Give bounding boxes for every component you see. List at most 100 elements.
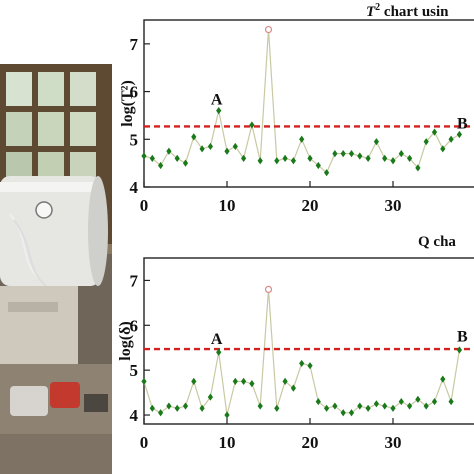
data-point bbox=[207, 393, 213, 401]
series-line bbox=[143, 289, 460, 416]
data-point bbox=[440, 375, 446, 383]
data-point bbox=[232, 377, 238, 385]
data-point bbox=[299, 359, 305, 368]
plot-frame bbox=[143, 19, 474, 188]
y-tick-label: 5 bbox=[130, 361, 139, 380]
data-point bbox=[373, 138, 379, 146]
data-point bbox=[365, 404, 371, 412]
annotation-b: B bbox=[457, 329, 468, 346]
y-axis-label: log(δ) bbox=[117, 321, 134, 360]
data-point bbox=[357, 152, 363, 160]
data-point bbox=[299, 135, 305, 143]
data-point bbox=[282, 154, 288, 162]
data-point bbox=[232, 142, 238, 151]
data-point bbox=[348, 150, 355, 158]
data-point bbox=[340, 409, 346, 417]
data-point bbox=[332, 402, 338, 410]
data-point bbox=[307, 154, 313, 162]
data-point bbox=[423, 402, 429, 410]
data-point bbox=[407, 402, 413, 410]
x-tick-label: 10 bbox=[219, 433, 236, 452]
data-point bbox=[332, 150, 338, 158]
data-point bbox=[191, 133, 197, 141]
outlier-point bbox=[264, 25, 273, 34]
y-tick-label: 5 bbox=[130, 130, 139, 149]
data-point bbox=[199, 145, 205, 153]
data-point bbox=[448, 397, 454, 406]
data-point bbox=[158, 161, 164, 170]
y-tick-label: 4 bbox=[130, 406, 139, 425]
annotation-a: A bbox=[211, 92, 223, 109]
data-point bbox=[191, 377, 197, 385]
data-point bbox=[158, 409, 164, 417]
data-point bbox=[415, 395, 421, 403]
y-tick-label: 6 bbox=[130, 83, 139, 102]
data-point bbox=[315, 161, 321, 170]
equipment-photo bbox=[0, 64, 112, 474]
x-tick-label: 30 bbox=[385, 196, 402, 215]
data-point bbox=[398, 397, 404, 406]
data-point bbox=[216, 107, 222, 115]
plot-frame bbox=[143, 257, 474, 425]
data-point bbox=[224, 411, 230, 419]
data-point bbox=[249, 121, 255, 129]
data-point bbox=[431, 397, 438, 406]
outlier-point bbox=[264, 285, 273, 294]
data-point bbox=[357, 402, 363, 410]
data-point bbox=[382, 402, 388, 410]
data-point bbox=[390, 404, 396, 412]
data-point bbox=[174, 154, 180, 162]
data-point bbox=[141, 377, 147, 385]
data-point bbox=[348, 409, 355, 417]
data-point bbox=[365, 154, 371, 162]
data-point bbox=[149, 404, 155, 412]
y-tick-label: 7 bbox=[130, 271, 139, 290]
x-tick-label: 0 bbox=[140, 196, 149, 215]
data-point bbox=[274, 157, 280, 165]
y-tick-label: 4 bbox=[130, 178, 139, 197]
y-tick-label: 6 bbox=[130, 316, 139, 335]
x-tick-label: 10 bbox=[219, 196, 236, 215]
data-point bbox=[249, 380, 255, 388]
data-point bbox=[440, 145, 446, 153]
data-point bbox=[290, 384, 296, 392]
data-point bbox=[431, 128, 438, 136]
data-point bbox=[373, 400, 379, 408]
data-point bbox=[207, 142, 213, 151]
annotation-a: A bbox=[211, 331, 223, 348]
data-point bbox=[456, 130, 462, 139]
data-point bbox=[257, 402, 263, 410]
data-point bbox=[340, 150, 346, 158]
data-point bbox=[257, 157, 263, 165]
data-point bbox=[149, 154, 155, 162]
data-point bbox=[448, 135, 454, 143]
data-point bbox=[274, 404, 280, 412]
data-point bbox=[182, 402, 189, 410]
y-tick-label: 7 bbox=[130, 35, 139, 54]
annotation-b: B bbox=[457, 116, 468, 133]
data-point bbox=[216, 348, 222, 356]
x-tick-label: 30 bbox=[385, 433, 402, 452]
data-point bbox=[390, 157, 396, 165]
x-tick-label: 0 bbox=[140, 433, 149, 452]
data-point bbox=[141, 152, 147, 160]
x-tick-label: 20 bbox=[302, 196, 319, 215]
data-point bbox=[382, 154, 388, 162]
data-point bbox=[456, 346, 462, 354]
series-line bbox=[143, 29, 460, 174]
chart-1: T2 chart usin log(T²) 4 5 6 7 0 10 20 30 A B bbox=[119, 2, 474, 215]
chart-2: Q cha log(δ) 4 5 6 7 0 10 20 30 A B bbox=[117, 234, 474, 452]
data-point bbox=[182, 159, 189, 167]
data-point bbox=[407, 154, 413, 162]
data-point bbox=[166, 147, 172, 155]
data-point bbox=[174, 404, 180, 412]
data-point bbox=[241, 154, 247, 162]
data-point bbox=[282, 377, 288, 385]
y-axis-label: log(T²) bbox=[119, 80, 136, 127]
data-point bbox=[290, 157, 296, 165]
data-point bbox=[166, 402, 172, 410]
data-point bbox=[398, 150, 404, 158]
data-point bbox=[315, 397, 321, 406]
data-point bbox=[307, 362, 313, 370]
